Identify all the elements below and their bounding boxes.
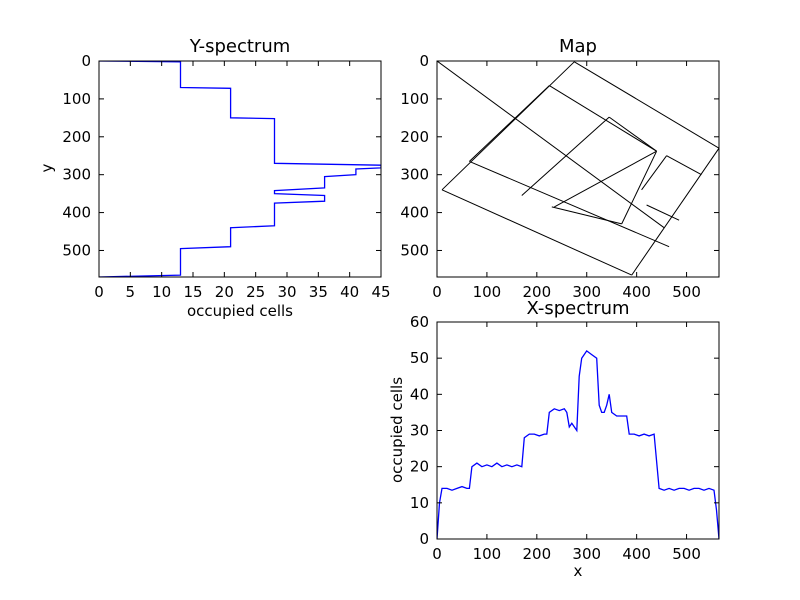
map-axes-frame bbox=[436, 60, 720, 278]
y-spectrum-axes-frame bbox=[98, 60, 382, 278]
map-ytick-label: 200 bbox=[400, 128, 429, 146]
map-wall-segment-15 bbox=[641, 155, 668, 191]
map-wall-segment-1 bbox=[631, 147, 719, 276]
map-xtick-label: 300 bbox=[572, 283, 601, 301]
map-wall-segment-9 bbox=[469, 85, 550, 162]
map-wall-segment-8 bbox=[551, 206, 622, 225]
x-spectrum-xtick-label: 400 bbox=[622, 545, 651, 563]
map-wall-segment-3 bbox=[441, 61, 575, 191]
map-ytick-label: 0 bbox=[419, 52, 429, 70]
y-spectrum-ytick-label: 400 bbox=[62, 204, 91, 222]
x-spectrum-xtick-label: 100 bbox=[473, 545, 502, 563]
x-spectrum-ytick-label: 50 bbox=[410, 349, 429, 367]
map-xtick-label: 500 bbox=[672, 283, 701, 301]
x-spectrum-panel: X-spectrum x occupied cells 0 100 200 300 40… bbox=[388, 298, 720, 580]
y-spectrum-data bbox=[99, 61, 381, 277]
x-spectrum-xtick-label: 0 bbox=[432, 545, 442, 563]
x-spectrum-ytick-label: 40 bbox=[410, 385, 429, 403]
y-spectrum-ylabel: y bbox=[38, 163, 56, 172]
y-spectrum-ytick-label: 100 bbox=[62, 90, 91, 108]
map-wall-segment-2 bbox=[441, 189, 632, 276]
y-spectrum-xtick-label: 35 bbox=[309, 283, 328, 301]
map-wall-segment-0 bbox=[574, 61, 719, 149]
y-spectrum-xtick-label: 25 bbox=[246, 283, 265, 301]
x-spectrum-xtick-label: 300 bbox=[572, 545, 601, 563]
map-wall-segment-12 bbox=[437, 61, 665, 229]
y-spectrum-xtick-label: 30 bbox=[277, 283, 296, 301]
x-spectrum-ytick-label: 30 bbox=[410, 422, 429, 440]
map-xtick-label: 100 bbox=[473, 283, 502, 301]
y-spectrum-title: Y-spectrum bbox=[189, 36, 291, 57]
x-spectrum-ytick-label: 60 bbox=[410, 313, 429, 331]
x-spectrum-ylabel: occupied cells bbox=[388, 377, 406, 483]
y-spectrum-xtick-label: 5 bbox=[126, 283, 136, 301]
y-spectrum-ytick-label: 300 bbox=[62, 166, 91, 184]
y-spectrum-xtick-label: 40 bbox=[340, 283, 359, 301]
map-ytick-label: 100 bbox=[400, 90, 429, 108]
map-xtick-label: 200 bbox=[523, 283, 552, 301]
x-spectrum-ytick-label: 10 bbox=[410, 494, 429, 512]
map-title: Map bbox=[559, 36, 597, 57]
x-spectrum-data bbox=[437, 349, 719, 539]
y-spectrum-xlabel: occupied cells bbox=[187, 302, 293, 320]
map-wall-segment-16 bbox=[646, 204, 680, 221]
map-wall-segment-11 bbox=[554, 150, 657, 208]
y-spectrum-series-line-0 bbox=[99, 61, 381, 277]
x-spectrum-ytick-label: 0 bbox=[419, 530, 429, 548]
map-ytick-label: 400 bbox=[400, 204, 429, 222]
map-wall-segment-6 bbox=[469, 160, 670, 248]
map-data bbox=[437, 61, 719, 276]
y-spectrum-xtick-label: 15 bbox=[183, 283, 202, 301]
map-ytick-label: 300 bbox=[400, 166, 429, 184]
x-spectrum-ytick-label: 20 bbox=[410, 458, 429, 476]
map-wall-segment-13 bbox=[666, 155, 702, 176]
x-spectrum-xtick-label: 200 bbox=[523, 545, 552, 563]
map-xtick-label: 400 bbox=[622, 283, 651, 301]
x-spectrum-xlabel: x bbox=[574, 562, 583, 580]
y-spectrum-xtick-label: 45 bbox=[371, 283, 390, 301]
map-wall-segment-7 bbox=[521, 116, 610, 196]
map-ytick-label: 500 bbox=[400, 241, 429, 259]
x-spectrum-series-line-0 bbox=[437, 349, 719, 539]
map-panel: Map 0 100 200 300 400 500 0 100 200 300 400 500 bbox=[400, 36, 720, 301]
x-spectrum-title: X-spectrum bbox=[526, 298, 629, 319]
map-wall-segment-5 bbox=[621, 150, 658, 225]
y-spectrum-panel: Y-spectrum occupied cells y 0 5 10 15 20 25 30… bbox=[38, 36, 391, 320]
map-wall-segment-10 bbox=[608, 116, 657, 152]
y-spectrum-ytick-label: 500 bbox=[62, 241, 91, 259]
y-spectrum-xtick-label: 10 bbox=[152, 283, 171, 301]
x-spectrum-xtick-label: 500 bbox=[672, 545, 701, 563]
map-xtick-label: 0 bbox=[432, 283, 442, 301]
y-spectrum-ytick-label: 200 bbox=[62, 128, 91, 146]
y-spectrum-xtick-label: 20 bbox=[215, 283, 234, 301]
y-spectrum-xtick-label: 0 bbox=[94, 283, 104, 301]
y-spectrum-ytick-label: 0 bbox=[81, 52, 91, 70]
map-wall-segment-4 bbox=[549, 85, 657, 152]
